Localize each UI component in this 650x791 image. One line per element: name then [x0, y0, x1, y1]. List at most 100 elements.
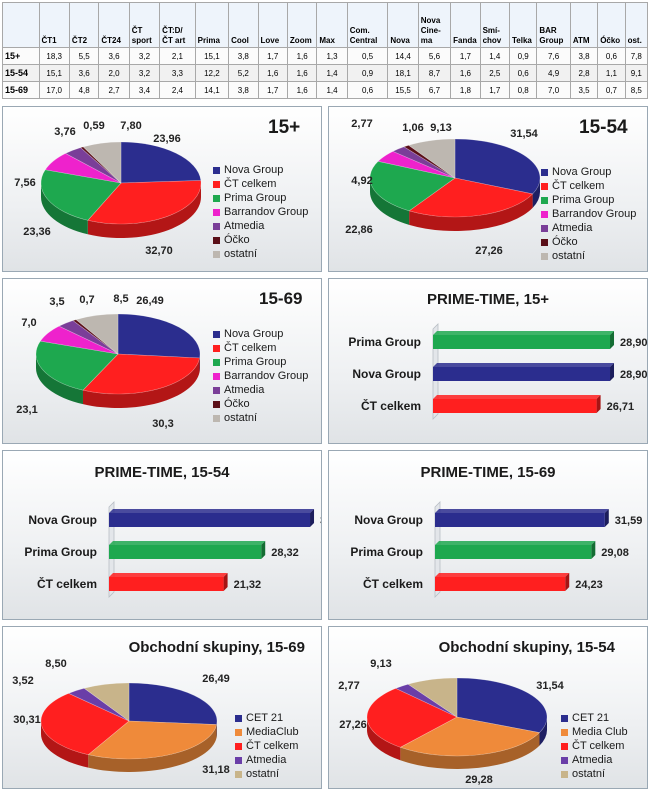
table-cell: 2,0 [98, 64, 130, 82]
pie-slice [377, 151, 456, 179]
legend-label: ostatní [224, 412, 258, 424]
table-cell: 0,6 [346, 81, 389, 99]
pie-chart-business-15-54: 31,54 29,28 27,26 2,77 9,13 [338, 658, 564, 786]
legend-item: CET 21 [561, 711, 628, 725]
pie-data-label: 31,54 [510, 128, 538, 140]
legend-item: Nova Group [213, 163, 308, 177]
legend-swatch [235, 742, 242, 750]
bar-side [610, 363, 615, 381]
legend-item: Atmedia [213, 219, 308, 233]
pie-data-label: 2,77 [338, 680, 359, 692]
pie-slice-side [539, 717, 547, 746]
table-header-cell: Max [316, 2, 348, 48]
legend-swatch [561, 714, 568, 722]
pie-data-label: 3,76 [54, 126, 75, 138]
bar-top [109, 541, 266, 545]
pie-chart-business-15-69: 26,49 31,18 30,31 3,52 8,50 [12, 658, 230, 776]
table-cell: 14,1 [194, 81, 230, 99]
table-cell: 3,5 [569, 81, 599, 99]
legend-item: Atmedia [213, 383, 308, 397]
table-cell: 0,9 [346, 64, 389, 82]
bar-side [610, 331, 615, 349]
table-cell: 1,7 [450, 47, 481, 65]
pie-slice [39, 325, 119, 355]
table-cell: 1,4 [479, 47, 510, 65]
table-cell: 18,1 [387, 64, 419, 82]
table-cell: 1,4 [316, 64, 348, 82]
chart-legend: Nova Group ČT celkem Prima Group Barrandov … [541, 165, 636, 263]
table-cell: 14,4 [387, 47, 419, 65]
legend-label: Óčko [224, 398, 250, 410]
pie-chart-15-54: 31,54 27,26 22,86 4,92 2,77 1,06 9,13 [345, 118, 541, 257]
bar-chart-prime-15plus: Prima Group 28,90 Nova Group 28,90 ČT celkem… [348, 323, 648, 420]
legend-item: Óčko [213, 397, 308, 411]
bar-category-label: Nova Group [354, 513, 423, 527]
table-cell: 0,5 [346, 47, 389, 65]
pie-panel-business-15-54: Obchodní skupiny, 15-54 31,54 29,28 27,26 2… [328, 626, 648, 789]
legend-label: Nova Group [552, 166, 612, 178]
table-cell: 0,7 [597, 81, 626, 99]
table-header-cell [2, 2, 40, 48]
legend-swatch [235, 770, 242, 778]
table-cell: 3,2 [128, 47, 161, 65]
pie-data-label: 0,7 [79, 294, 94, 306]
table-cell: 7,0 [536, 81, 571, 99]
legend-item: MediaClub [235, 725, 299, 739]
bar-category-label: ČT celkem [363, 576, 423, 591]
bar-category-label: Prima Group [348, 335, 421, 349]
legend-swatch [213, 208, 220, 216]
legend-item: ČT celkem [561, 739, 628, 753]
table-cell: 8,5 [624, 81, 649, 99]
bar-chart-prime-15-69: Nova Group 31,59 Prima Group 29,08 ČT celkem… [350, 501, 642, 598]
pie-slice-side [35, 354, 83, 405]
chart-legend: Nova Group ČT celkem Prima Group Barrandov … [213, 327, 308, 425]
pie-slice-side [87, 183, 201, 238]
legend-swatch [561, 728, 568, 736]
pie-data-label: 26,49 [202, 673, 230, 685]
legend-label: Prima Group [552, 194, 615, 206]
bar-category-label: Nova Group [352, 367, 421, 381]
legend-swatch [213, 330, 220, 338]
legend-swatch [213, 386, 220, 394]
bar [435, 545, 592, 559]
bar-chart-prime-15-54: Nova Group 37,40 Prima Group 28,32 ČT celkem… [24, 501, 321, 598]
table-cell: 15,1 [194, 47, 230, 65]
bar-panel-prime-15plus: PRIME-TIME, 15+ Prima Group 28,90 Nova Gro… [328, 278, 648, 444]
legend-item: CET 21 [235, 711, 299, 725]
legend-swatch [213, 372, 220, 380]
legend-label: Media Club [572, 726, 628, 738]
table-row: 15-54 15,1 3,6 2,0 3,2 3,3 12,2 5,2 1,6 1,6 1,4 0,9… [2, 64, 649, 82]
table-cell: 1,8 [450, 81, 481, 99]
legend-swatch [213, 236, 220, 244]
bar-side [223, 573, 228, 591]
legend-item: Barrandov Group [541, 207, 636, 221]
table-cell: 15,1 [38, 64, 70, 82]
pie-slice [44, 153, 122, 184]
pie-slice [366, 688, 458, 748]
table-cell: 17,0 [38, 81, 70, 99]
chart-title: 15-54 [579, 117, 628, 138]
pie-slice [80, 146, 122, 184]
bar [433, 335, 611, 349]
bar-data-label: 28,90 [620, 369, 648, 381]
table-cell: 0,6 [508, 64, 538, 82]
table-cell: 1,1 [597, 64, 626, 82]
legend-label: Óčko [552, 236, 578, 248]
table-cell: 0,6 [597, 47, 626, 65]
legend-item: ČT celkem [213, 177, 308, 191]
bar-side [604, 509, 609, 527]
table-cell: 2,5 [479, 64, 510, 82]
pie-slice-side [82, 358, 200, 408]
legend-item: ostatní [235, 767, 299, 781]
chart-legend: CET 21 MediaClub ČT celkem Atmedia ostatní [235, 711, 299, 781]
table-cell: 18,3 [38, 47, 70, 65]
table-cell: 3,4 [128, 81, 161, 99]
chart-legend: CET 21 Media Club ČT celkem Atmedia ostatní [561, 711, 628, 781]
chart-title: 15-69 [259, 289, 303, 308]
pie-data-label: 23,1 [16, 404, 37, 416]
pie-slice [456, 677, 548, 733]
table-header-cell: BAR Group [536, 2, 571, 48]
table-cell: 1,4 [316, 81, 348, 99]
pie-slice [35, 340, 119, 391]
bar-side [565, 573, 570, 591]
